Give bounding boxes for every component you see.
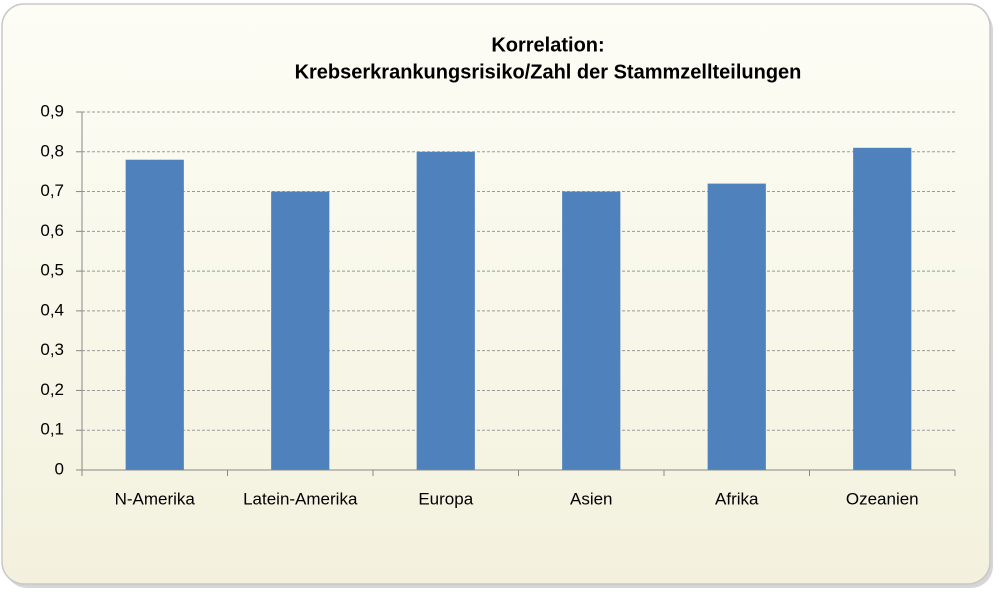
y-tick-label: 0,5 [40,261,64,280]
y-tick-label: 0,4 [40,300,64,319]
x-tick-label: N-Amerika [115,489,196,508]
y-tick-label: 0,9 [40,101,64,120]
x-tick-label: Asien [570,489,613,508]
bar [853,147,912,471]
y-tick-label: 0,2 [40,380,64,399]
chart-title: Krebserkrankungsrisiko/Zahl der Stammzel… [295,61,802,83]
x-tick-label: Afrika [715,489,759,508]
bar [707,183,766,470]
x-tick-label: Europa [418,489,473,508]
y-tick-label: 0 [55,459,64,478]
y-tick-label: 0,3 [40,340,64,359]
x-tick-label: Latein-Amerika [243,489,358,508]
y-tick-label: 0,6 [40,221,64,240]
bar [416,151,475,470]
y-tick-label: 0,8 [40,141,64,160]
bar [562,191,621,471]
y-tick-label: 0,1 [40,420,64,439]
x-tick-label: Ozeanien [846,489,919,508]
chart-title: Korrelation: [491,34,604,56]
y-tick-label: 0,7 [40,181,64,200]
bar [125,159,184,470]
bar [271,191,330,471]
